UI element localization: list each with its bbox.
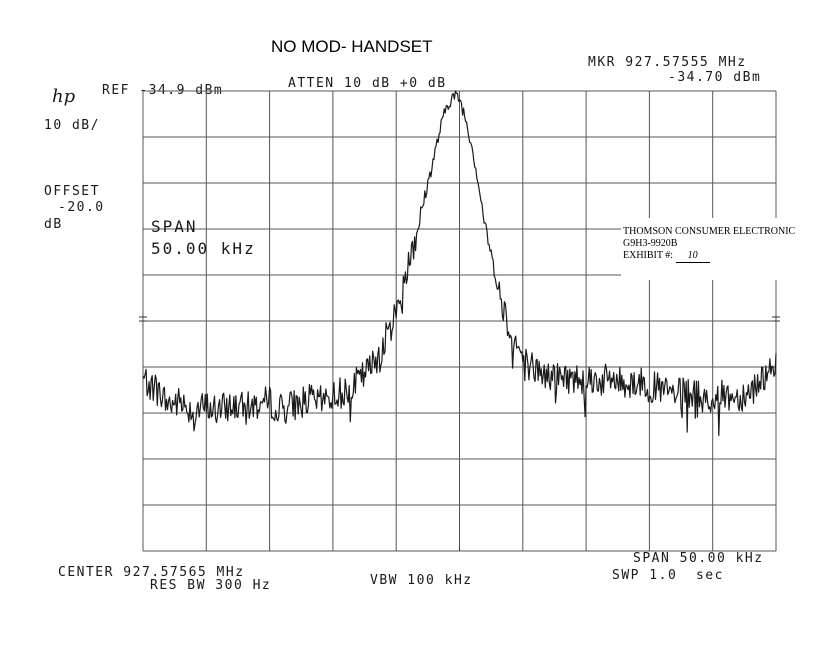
spectrum-trace: [142, 90, 777, 437]
span-value: 50.00 kHz: [151, 239, 256, 258]
resolution-bandwidth-label: RES BW 300 Hz: [150, 578, 272, 593]
offset-value: -20.0: [58, 200, 105, 215]
graticule: [142, 90, 777, 552]
center-frequency-label: CENTER 927.57565 MHz: [58, 565, 245, 580]
offset-label: OFFSET: [44, 184, 100, 199]
offset-unit: dB: [44, 217, 63, 232]
stamp-exhibit-row: EXHIBIT #: 10: [623, 250, 803, 263]
stamp-fcc-id: G9H3-9920B: [623, 238, 678, 249]
plot-title: NO MOD- HANDSET: [271, 37, 433, 56]
scale-label: 10 dB/: [44, 118, 100, 133]
edge-ticks: [139, 316, 780, 551]
hp-logo: hp: [52, 86, 76, 107]
span-annotation: SPAN 50.00 kHz: [151, 216, 256, 260]
video-bandwidth-label: VBW 100 kHz: [370, 573, 473, 588]
span-footer-label: SPAN 50.00 kHz: [633, 551, 764, 566]
stamp-company: THOMSON CONSUMER ELECTRONIC: [623, 226, 796, 237]
stamp-exhibit-number: 10: [675, 250, 710, 263]
exhibit-stamp: THOMSON CONSUMER ELECTRONIC G9H3-9920B E…: [621, 218, 803, 280]
marker-level-label: -34.70 dBm: [668, 70, 762, 85]
attenuation-label: ATTEN 10 dB +0 dB: [288, 76, 447, 91]
stamp-exhibit-label: EXHIBIT #:: [623, 250, 674, 261]
span-label: SPAN: [151, 217, 198, 236]
sweep-time-label: SWP 1.0 sec: [612, 568, 724, 583]
marker-frequency-label: MKR 927.57555 MHz: [588, 55, 747, 70]
